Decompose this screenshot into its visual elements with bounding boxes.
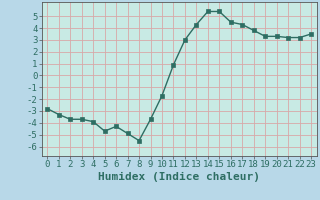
X-axis label: Humidex (Indice chaleur): Humidex (Indice chaleur) — [98, 172, 260, 182]
